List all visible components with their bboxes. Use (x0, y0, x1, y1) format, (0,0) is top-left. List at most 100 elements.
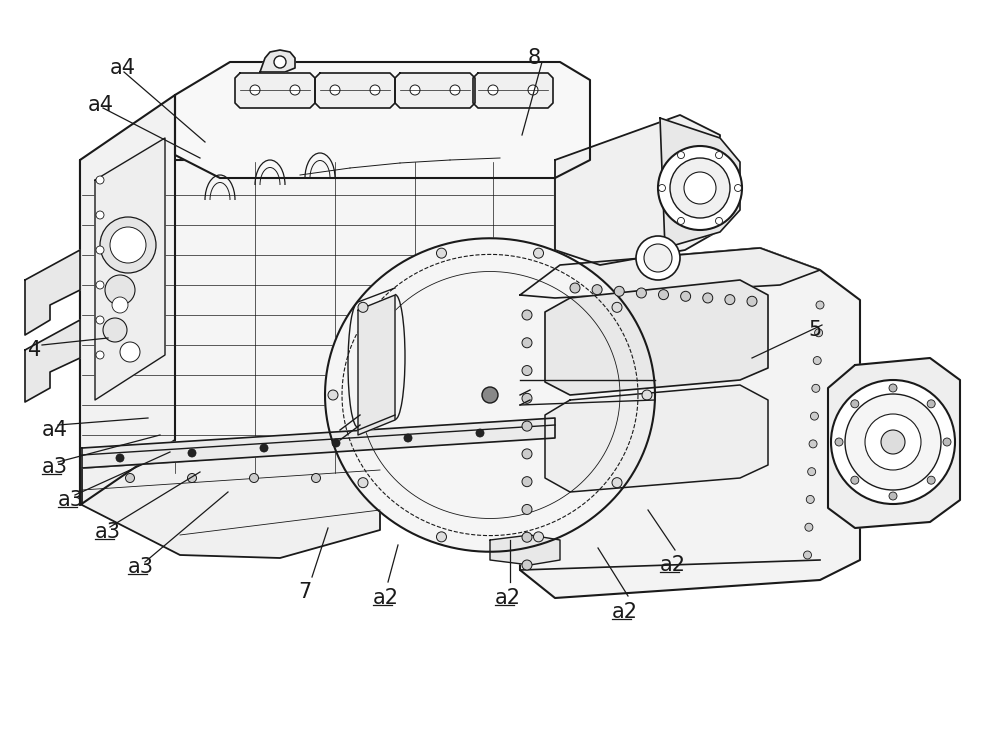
Circle shape (110, 227, 146, 263)
Circle shape (681, 291, 691, 301)
Circle shape (845, 394, 941, 490)
Polygon shape (260, 50, 295, 72)
Circle shape (330, 85, 340, 95)
Circle shape (274, 56, 286, 68)
Circle shape (612, 302, 622, 312)
Polygon shape (358, 295, 395, 435)
Circle shape (805, 523, 813, 531)
Text: 5: 5 (808, 320, 821, 340)
Circle shape (522, 393, 532, 404)
Circle shape (658, 290, 668, 299)
Circle shape (812, 384, 820, 392)
Circle shape (534, 532, 544, 542)
Circle shape (96, 351, 104, 359)
Circle shape (534, 248, 544, 258)
Circle shape (290, 85, 300, 95)
Circle shape (522, 338, 532, 347)
Circle shape (332, 439, 340, 447)
Polygon shape (95, 138, 165, 400)
Polygon shape (490, 535, 560, 565)
Circle shape (126, 474, 134, 483)
Polygon shape (175, 62, 590, 178)
Circle shape (370, 85, 380, 95)
Circle shape (808, 468, 816, 476)
Circle shape (806, 496, 814, 504)
Polygon shape (80, 160, 555, 505)
Polygon shape (25, 320, 80, 402)
Circle shape (570, 283, 580, 293)
Circle shape (684, 172, 716, 204)
Polygon shape (520, 248, 820, 298)
Circle shape (716, 152, 722, 158)
Circle shape (436, 248, 446, 258)
Polygon shape (80, 95, 175, 505)
Circle shape (804, 551, 812, 559)
Circle shape (851, 400, 859, 408)
Circle shape (927, 476, 935, 484)
Circle shape (96, 281, 104, 289)
Text: a2: a2 (612, 602, 638, 622)
Circle shape (636, 236, 680, 280)
Circle shape (476, 429, 484, 437)
Polygon shape (325, 238, 655, 552)
Circle shape (488, 85, 498, 95)
Polygon shape (315, 73, 395, 108)
Circle shape (592, 285, 602, 295)
Circle shape (96, 246, 104, 254)
Circle shape (670, 158, 730, 218)
Circle shape (636, 288, 646, 298)
Circle shape (250, 85, 260, 95)
Text: 4: 4 (28, 340, 41, 360)
Circle shape (250, 474, 258, 483)
Text: a3: a3 (128, 557, 154, 577)
Circle shape (522, 477, 532, 487)
Text: a4: a4 (88, 95, 114, 115)
Text: a3: a3 (95, 522, 121, 542)
Circle shape (450, 85, 460, 95)
Circle shape (404, 434, 412, 442)
Polygon shape (660, 118, 740, 248)
Circle shape (716, 218, 722, 224)
Circle shape (96, 316, 104, 324)
Circle shape (522, 560, 532, 570)
Circle shape (881, 430, 905, 454)
Circle shape (703, 293, 713, 303)
Circle shape (678, 218, 684, 224)
Polygon shape (520, 248, 860, 598)
Circle shape (809, 440, 817, 448)
Polygon shape (473, 73, 553, 108)
Circle shape (658, 185, 666, 191)
Text: a4: a4 (110, 58, 136, 78)
Circle shape (734, 185, 742, 191)
Circle shape (678, 152, 684, 158)
Circle shape (260, 444, 268, 452)
Circle shape (815, 328, 823, 337)
Circle shape (482, 387, 498, 403)
Text: 7: 7 (298, 582, 311, 602)
Circle shape (889, 492, 897, 500)
Circle shape (658, 146, 742, 230)
Circle shape (528, 85, 538, 95)
Circle shape (105, 275, 135, 305)
Circle shape (747, 296, 757, 307)
Circle shape (865, 414, 921, 470)
Polygon shape (545, 280, 768, 395)
Text: a3: a3 (42, 457, 68, 477)
Circle shape (522, 504, 532, 515)
Text: 8: 8 (528, 48, 541, 68)
Circle shape (522, 421, 532, 431)
Circle shape (112, 297, 128, 313)
Circle shape (642, 390, 652, 400)
Polygon shape (828, 358, 960, 528)
Circle shape (816, 301, 824, 309)
Circle shape (96, 211, 104, 219)
Circle shape (358, 477, 368, 488)
Polygon shape (82, 448, 380, 558)
Circle shape (116, 454, 124, 462)
Circle shape (188, 474, 196, 483)
Polygon shape (235, 73, 315, 108)
Text: a3: a3 (58, 490, 84, 510)
Circle shape (522, 449, 532, 459)
Polygon shape (82, 418, 555, 468)
Text: a4: a4 (42, 420, 68, 440)
